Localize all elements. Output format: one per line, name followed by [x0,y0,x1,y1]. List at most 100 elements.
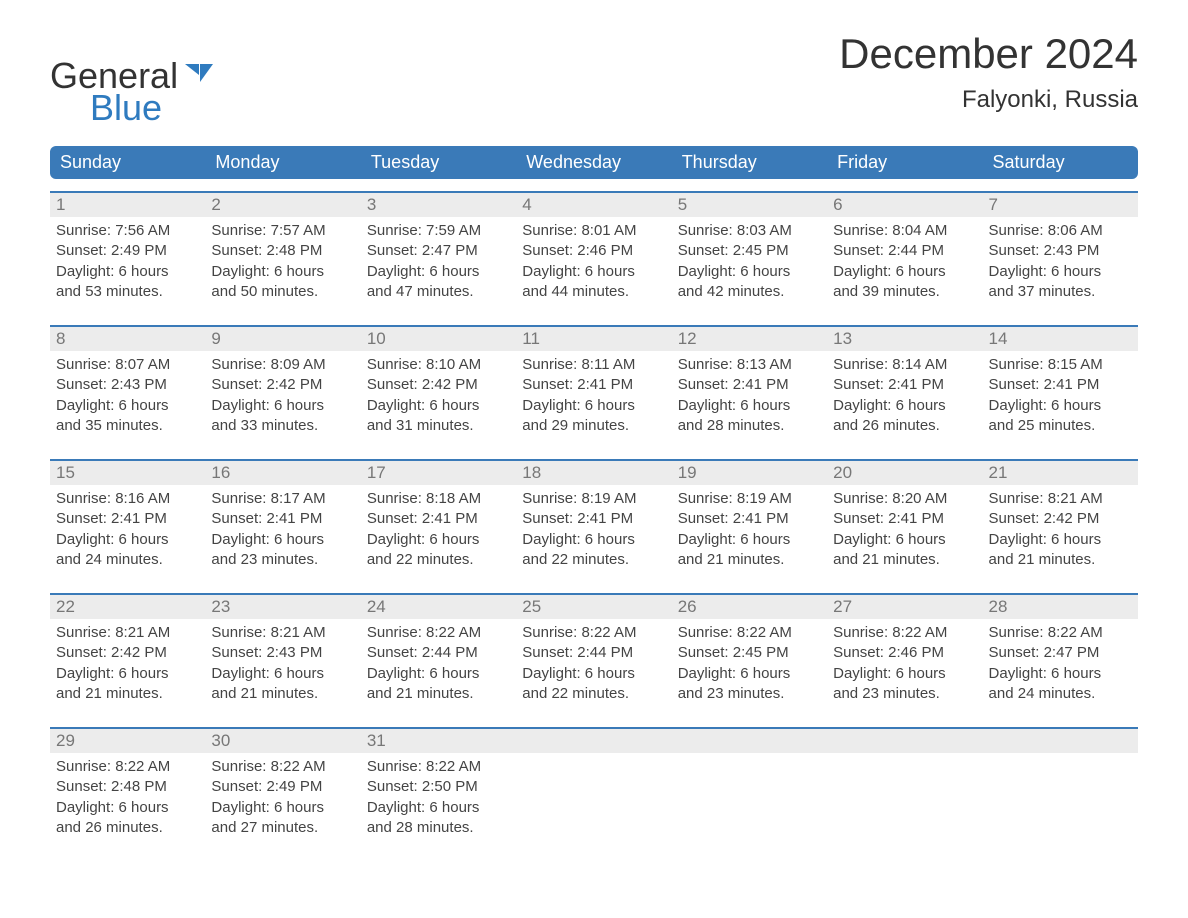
daylight-text-2: and 21 minutes. [678,550,821,570]
daylight-text-2: and 22 minutes. [522,684,665,704]
daylight-text-2: and 29 minutes. [522,416,665,436]
daylight-text-1: Daylight: 6 hours [211,664,354,684]
sunset-text: Sunset: 2:45 PM [678,643,821,663]
day-body: Sunrise: 8:22 AMSunset: 2:48 PMDaylight:… [50,753,205,842]
day-body: Sunrise: 8:01 AMSunset: 2:46 PMDaylight:… [516,217,671,306]
day-body: Sunrise: 8:22 AMSunset: 2:49 PMDaylight:… [205,753,360,842]
day-cell: 2Sunrise: 7:57 AMSunset: 2:48 PMDaylight… [205,193,360,313]
sunset-text: Sunset: 2:42 PM [56,643,199,663]
daylight-text-2: and 39 minutes. [833,282,976,302]
daylight-text-1: Daylight: 6 hours [211,798,354,818]
weekday-header: Sunday [50,146,205,179]
week-row: 1Sunrise: 7:56 AMSunset: 2:49 PMDaylight… [50,191,1138,313]
sunrise-text: Sunrise: 8:04 AM [833,221,976,241]
calendar: SundayMondayTuesdayWednesdayThursdayFrid… [50,146,1138,849]
sunrise-text: Sunrise: 8:21 AM [989,489,1132,509]
day-cell: 6Sunrise: 8:04 AMSunset: 2:44 PMDaylight… [827,193,982,313]
sunrise-text: Sunrise: 8:22 AM [522,623,665,643]
daylight-text-2: and 23 minutes. [833,684,976,704]
sunset-text: Sunset: 2:43 PM [56,375,199,395]
day-cell: 24Sunrise: 8:22 AMSunset: 2:44 PMDayligh… [361,595,516,715]
sunrise-text: Sunrise: 8:19 AM [678,489,821,509]
day-number: 20 [827,461,982,485]
day-cell: 15Sunrise: 8:16 AMSunset: 2:41 PMDayligh… [50,461,205,581]
day-cell: 18Sunrise: 8:19 AMSunset: 2:41 PMDayligh… [516,461,671,581]
sunset-text: Sunset: 2:42 PM [211,375,354,395]
sunset-text: Sunset: 2:44 PM [367,643,510,663]
sunset-text: Sunset: 2:48 PM [211,241,354,261]
day-cell: 26Sunrise: 8:22 AMSunset: 2:45 PMDayligh… [672,595,827,715]
daylight-text-1: Daylight: 6 hours [211,396,354,416]
day-body: Sunrise: 7:59 AMSunset: 2:47 PMDaylight:… [361,217,516,306]
sunrise-text: Sunrise: 8:22 AM [367,757,510,777]
sunset-text: Sunset: 2:42 PM [367,375,510,395]
day-cell: 10Sunrise: 8:10 AMSunset: 2:42 PMDayligh… [361,327,516,447]
weekday-header: Saturday [983,146,1138,179]
daylight-text-1: Daylight: 6 hours [522,396,665,416]
sunset-text: Sunset: 2:41 PM [678,509,821,529]
day-number: 2 [205,193,360,217]
daylight-text-2: and 50 minutes. [211,282,354,302]
day-body: Sunrise: 8:11 AMSunset: 2:41 PMDaylight:… [516,351,671,440]
day-cell: 19Sunrise: 8:19 AMSunset: 2:41 PMDayligh… [672,461,827,581]
day-body: Sunrise: 8:15 AMSunset: 2:41 PMDaylight:… [983,351,1138,440]
daylight-text-1: Daylight: 6 hours [211,530,354,550]
day-cell: 3Sunrise: 7:59 AMSunset: 2:47 PMDaylight… [361,193,516,313]
day-cell: 5Sunrise: 8:03 AMSunset: 2:45 PMDaylight… [672,193,827,313]
sunset-text: Sunset: 2:49 PM [56,241,199,261]
day-number: 14 [983,327,1138,351]
day-number: 1 [50,193,205,217]
daylight-text-1: Daylight: 6 hours [367,798,510,818]
day-number: 10 [361,327,516,351]
sunset-text: Sunset: 2:47 PM [989,643,1132,663]
daylight-text-1: Daylight: 6 hours [522,530,665,550]
day-number: 26 [672,595,827,619]
daylight-text-1: Daylight: 6 hours [678,396,821,416]
sunset-text: Sunset: 2:45 PM [678,241,821,261]
sunset-text: Sunset: 2:44 PM [522,643,665,663]
day-body: Sunrise: 8:22 AMSunset: 2:44 PMDaylight:… [361,619,516,708]
day-body: Sunrise: 8:04 AMSunset: 2:44 PMDaylight:… [827,217,982,306]
sunset-text: Sunset: 2:42 PM [989,509,1132,529]
week-row: 8Sunrise: 8:07 AMSunset: 2:43 PMDaylight… [50,325,1138,447]
day-cell: 16Sunrise: 8:17 AMSunset: 2:41 PMDayligh… [205,461,360,581]
page-title: December 2024 [839,30,1138,78]
day-body: Sunrise: 8:22 AMSunset: 2:46 PMDaylight:… [827,619,982,708]
day-number: 4 [516,193,671,217]
day-cell: 4Sunrise: 8:01 AMSunset: 2:46 PMDaylight… [516,193,671,313]
day-number [516,729,671,753]
day-cell: 21Sunrise: 8:21 AMSunset: 2:42 PMDayligh… [983,461,1138,581]
sunset-text: Sunset: 2:49 PM [211,777,354,797]
week-row: 15Sunrise: 8:16 AMSunset: 2:41 PMDayligh… [50,459,1138,581]
daylight-text-2: and 47 minutes. [367,282,510,302]
day-body: Sunrise: 8:07 AMSunset: 2:43 PMDaylight:… [50,351,205,440]
day-cell [827,729,982,849]
daylight-text-2: and 27 minutes. [211,818,354,838]
day-body: Sunrise: 8:22 AMSunset: 2:50 PMDaylight:… [361,753,516,842]
daylight-text-1: Daylight: 6 hours [833,262,976,282]
daylight-text-1: Daylight: 6 hours [56,664,199,684]
weekday-header: Tuesday [361,146,516,179]
day-body [983,753,1138,833]
day-body: Sunrise: 8:03 AMSunset: 2:45 PMDaylight:… [672,217,827,306]
day-number: 16 [205,461,360,485]
daylight-text-1: Daylight: 6 hours [56,262,199,282]
weekday-header: Wednesday [516,146,671,179]
day-body: Sunrise: 8:09 AMSunset: 2:42 PMDaylight:… [205,351,360,440]
day-number: 11 [516,327,671,351]
day-number: 23 [205,595,360,619]
day-cell: 23Sunrise: 8:21 AMSunset: 2:43 PMDayligh… [205,595,360,715]
sunset-text: Sunset: 2:50 PM [367,777,510,797]
day-cell: 14Sunrise: 8:15 AMSunset: 2:41 PMDayligh… [983,327,1138,447]
sunrise-text: Sunrise: 8:20 AM [833,489,976,509]
sunrise-text: Sunrise: 8:06 AM [989,221,1132,241]
day-body: Sunrise: 8:19 AMSunset: 2:41 PMDaylight:… [516,485,671,574]
daylight-text-2: and 24 minutes. [989,684,1132,704]
sunrise-text: Sunrise: 8:10 AM [367,355,510,375]
daylight-text-1: Daylight: 6 hours [989,262,1132,282]
week-row: 29Sunrise: 8:22 AMSunset: 2:48 PMDayligh… [50,727,1138,849]
daylight-text-2: and 44 minutes. [522,282,665,302]
daylight-text-1: Daylight: 6 hours [833,530,976,550]
day-body [672,753,827,833]
day-number: 15 [50,461,205,485]
